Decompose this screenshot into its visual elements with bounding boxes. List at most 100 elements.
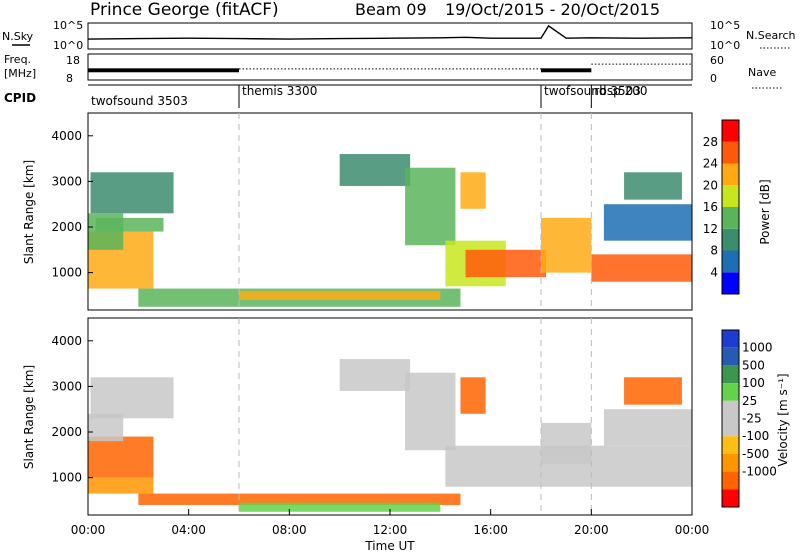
echo-region [624, 172, 682, 200]
power-colorbar-tick: 4 [710, 265, 718, 279]
echo-region [339, 359, 411, 391]
velocity-colorbar-label: Velocity [m s⁻¹] [776, 373, 790, 466]
power-colorbar-swatch [722, 185, 739, 207]
echo-region [603, 409, 692, 446]
time-axis-label: Time UT [364, 539, 415, 553]
y-tick-label: 2000 [51, 425, 82, 439]
velocity-colorbar-swatch [722, 489, 739, 507]
cpid-mode-label: twofsound 3503 [544, 84, 641, 98]
nave-tick-bottom: 0 [710, 72, 717, 85]
y-tick-label: 3000 [51, 174, 82, 188]
power-ylabel: Slant Range [km] [22, 160, 36, 264]
velocity-colorbar-swatch [722, 365, 739, 384]
noise-left-tick-bottom: 10^0 [53, 39, 83, 52]
x-tick-label: 00:00 [71, 523, 106, 537]
power-colorbar-tick: 20 [703, 178, 718, 192]
power-colorbar-tick: 24 [703, 157, 718, 171]
power-colorbar-tick: 8 [710, 244, 718, 258]
power-panel-frame [87, 112, 693, 311]
echo-region [339, 154, 411, 186]
velocity-colorbar-tick: 25 [742, 394, 757, 408]
noise-sky-series [87, 24, 693, 40]
power-colorbar-swatch [722, 228, 739, 251]
freq-panel-frame [87, 53, 693, 81]
echo-region [465, 249, 547, 278]
velocity-colorbar-swatch [722, 330, 739, 348]
power-colorbar-swatch [722, 141, 739, 164]
cpid-label: CPID [4, 91, 36, 105]
y-tick-label: 4000 [51, 129, 82, 143]
echo-region [90, 377, 174, 419]
freq-label-bottom: [MHz] [4, 67, 36, 80]
noise-right-tick-top: 10^5 [710, 19, 740, 32]
velocity-panel: 1000 2000 3000 4000 00:00 04:00 08:00 12:00 16:… [22, 317, 790, 553]
velocity-colorbar-tick: -25 [742, 412, 762, 426]
echo-region [239, 502, 441, 512]
freq-label-top: Freq. [4, 53, 31, 66]
velocity-colorbar-tick: -500 [742, 447, 769, 461]
freq-panel: Freq. [MHz] 18 8 60 0 Nave [4, 53, 782, 89]
freq-tick-top: 18 [66, 54, 80, 67]
x-tick-label: 16:00 [473, 523, 508, 537]
noise-left-tick-top: 10^5 [53, 19, 83, 32]
velocity-colorbar-swatch [722, 453, 739, 472]
cpid-mode-label: twofsound 3503 [91, 94, 188, 108]
echo-region [88, 436, 154, 478]
power-colorbar-swatch [722, 207, 739, 229]
velocity-colorbar-tick: -100 [742, 429, 769, 443]
x-tick-label: 08:00 [272, 523, 307, 537]
echo-region [88, 477, 154, 494]
velocity-colorbar-swatch [722, 383, 739, 401]
velocity-colorbar-tick: 500 [742, 358, 765, 372]
velocity-colorbar-swatch [722, 471, 739, 490]
echo-region [90, 172, 174, 214]
y-tick-label: 3000 [51, 379, 82, 393]
noise-left-label: N.Sky [2, 30, 34, 43]
power-colorbar-tick: 16 [703, 200, 718, 214]
echo-region [405, 372, 456, 451]
power-colorbar-tick: 12 [703, 222, 718, 236]
x-tick-label: 12:00 [373, 523, 408, 537]
power-colorbar-swatch [722, 250, 739, 273]
velocity-colorbar-swatch [722, 400, 739, 419]
echo-region [405, 167, 456, 246]
power-colorbar-swatch [722, 120, 739, 142]
noise-panel-frame [87, 22, 693, 50]
echo-region [95, 217, 164, 232]
freq-tick-bottom: 8 [66, 72, 73, 85]
y-tick-label: 1000 [51, 471, 82, 485]
y-tick-label: 1000 [51, 266, 82, 280]
cpid-bar: CPID twofsound 3503 themis 3300 twofsound … [4, 84, 692, 108]
echo-region [138, 493, 461, 505]
echo-region [541, 422, 592, 464]
power-colorbar-label: Power [dB] [758, 179, 772, 244]
velocity-colorbar-tick: 1000 [742, 341, 773, 355]
cpid-mode-label: themis 3300 [242, 84, 317, 98]
nave-label: Nave [748, 66, 776, 79]
noise-right-tick-bottom: 10^0 [710, 39, 740, 52]
freq-band [88, 68, 239, 73]
date-range: 19/Oct/2015 - 20/Oct/2015 [445, 0, 660, 19]
noise-right-label: N.Search [746, 29, 796, 42]
nave-tick-top: 60 [710, 54, 724, 67]
power-panel: 1000 2000 3000 4000 Slant Range [km] 4 8 12 16… [22, 112, 772, 311]
x-tick-label: 20:00 [574, 523, 609, 537]
velocity-colorbar-swatch [722, 436, 739, 454]
echo-region [591, 254, 692, 282]
velocity-colorbar-swatch [722, 418, 739, 437]
power-colorbar-tick: 28 [703, 135, 718, 149]
echo-region [624, 377, 682, 405]
echo-region [603, 204, 692, 241]
power-colorbar-swatch [722, 163, 739, 186]
echo-region [541, 217, 592, 273]
y-tick-label: 2000 [51, 220, 82, 234]
x-tick-label: 04:00 [171, 523, 206, 537]
velocity-ylabel: Slant Range [km] [22, 365, 36, 469]
velocity-colorbar-swatch [722, 347, 739, 366]
cpid-mode-label: rbsp 200 [594, 84, 647, 98]
echo-region [460, 172, 486, 209]
velocity-colorbar-frame [721, 329, 740, 508]
echo-region [460, 377, 486, 414]
y-tick-label: 4000 [51, 334, 82, 348]
